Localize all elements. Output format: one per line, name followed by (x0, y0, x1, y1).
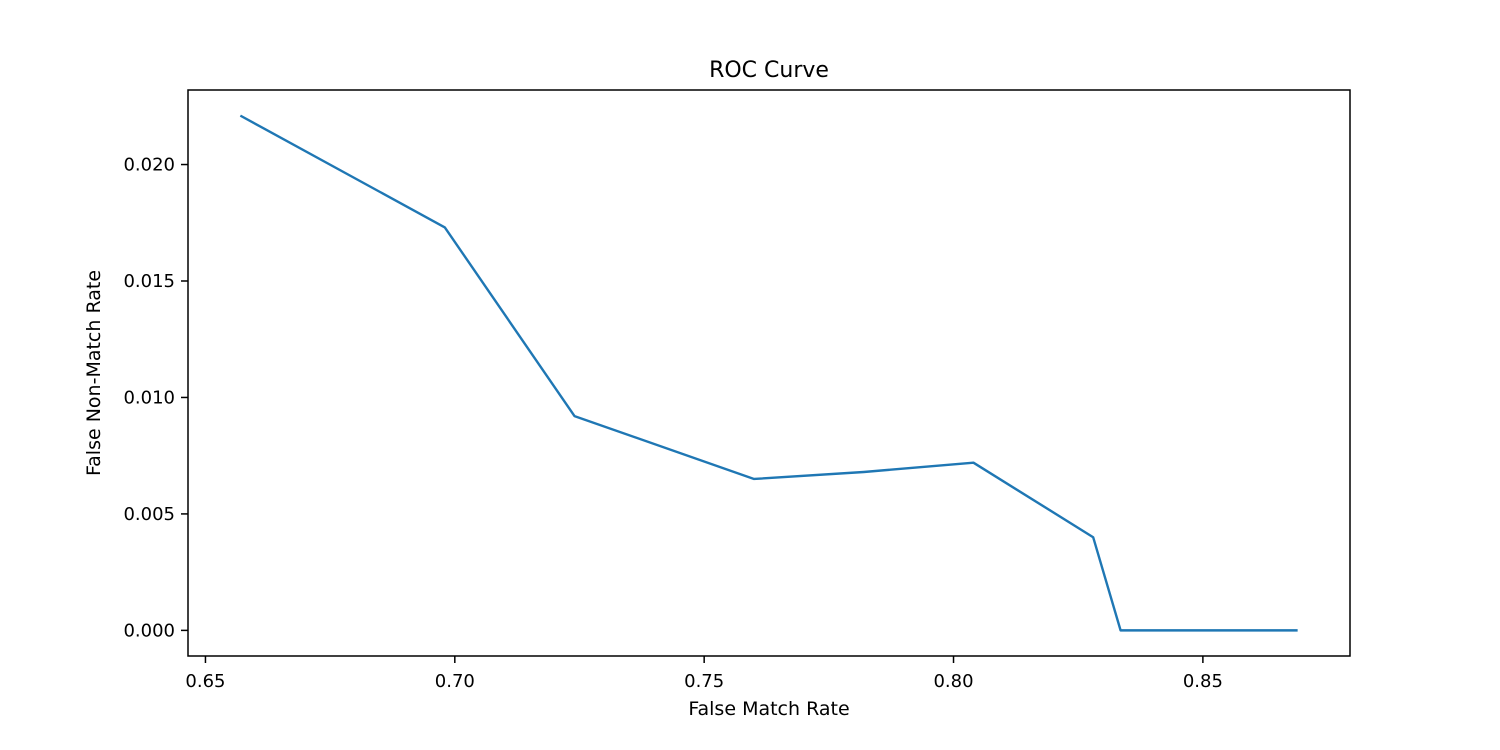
y-tick-label: 0.015 (123, 271, 175, 292)
x-tick-label: 0.75 (684, 671, 724, 692)
x-axis-label: False Match Rate (688, 698, 849, 720)
y-tick-label: 0.020 (123, 155, 175, 176)
x-tick-label: 0.80 (933, 671, 973, 692)
y-axis-label: False Non-Match Rate (83, 270, 105, 476)
x-tick-label: 0.70 (435, 671, 475, 692)
y-axis-ticks: 0.000 0.005 0.010 0.015 0.020 (123, 155, 188, 641)
roc-series-line (239, 114, 1298, 632)
x-tick-label: 0.85 (1183, 671, 1223, 692)
series-group (239, 114, 1298, 632)
y-tick-label: 0.000 (123, 620, 175, 641)
axes-frame (187, 89, 1351, 657)
y-tick-label: 0.010 (123, 387, 175, 408)
y-tick-label: 0.005 (123, 504, 175, 525)
x-axis-ticks: 0.65 0.70 0.75 0.80 0.85 (185, 656, 1223, 692)
x-tick-label: 0.65 (185, 671, 225, 692)
chart-title: ROC Curve (709, 58, 829, 83)
